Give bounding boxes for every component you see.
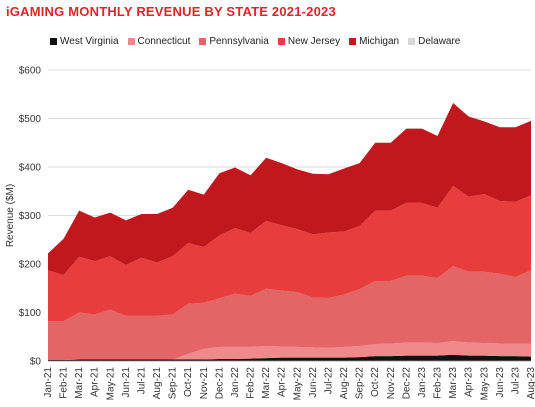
x-tick-label: Jun-22 [308,367,319,398]
x-tick-label: Dec-21 [214,367,225,400]
legend-item-michigan: Michigan [349,36,399,47]
legend-label: Connecticut [137,36,191,47]
x-tick-label: Jan-23 [417,367,428,398]
x-tick-label: Aug-22 [339,367,350,400]
x-tick-label: Jan-22 [230,367,241,398]
x-tick-label: Sep-21 [168,367,179,400]
x-tick-label: May-22 [292,367,303,401]
x-tick-label: Sep-22 [355,367,366,400]
x-tick-label: May-21 [105,367,116,401]
y-axis-label: Revenue ($M) [5,184,16,247]
x-tick-label: Jan-21 [43,367,54,398]
y-tick-label: $500 [19,114,42,125]
x-tick-label: Nov-22 [386,367,397,400]
x-tick-label: Apr-22 [277,367,288,397]
x-tick-label: Jul-23 [510,367,521,395]
legend-swatch [277,38,285,45]
x-tick-label: Apr-23 [464,367,475,397]
legend-item-pennsylvania: Pennsylvania [199,36,269,47]
legend-label: Delaware [418,36,461,47]
area-series-connecticut [48,341,531,361]
area-series-michigan [48,102,531,276]
x-tick-label: Oct-21 [183,367,194,397]
x-tick-label: Feb-23 [433,367,444,399]
legend-swatch [127,38,135,45]
x-tick-label: Mar-22 [261,367,272,399]
legend-label: New Jersey [287,36,341,47]
x-tick-label: May-23 [479,367,490,401]
legend-label: Michigan [359,36,400,47]
legend-swatch [199,38,207,45]
x-tick-label: Dec-22 [401,367,412,400]
area-series-new-jersey [48,185,531,322]
y-tick-label: $300 [19,211,42,222]
chart-title: iGAMING MONTHLY REVENUE BY STATE 2021-20… [6,4,336,19]
y-tick-label: $400 [19,163,42,174]
legend-label: West Virginia [60,36,119,47]
y-tick-label: $100 [19,308,42,319]
y-tick-label: $200 [19,260,42,271]
x-tick-label: Jun-23 [495,367,506,398]
x-tick-label: Feb-21 [59,367,70,399]
y-tick-label: $600 [19,66,42,77]
x-tick-label: Mar-23 [448,367,459,399]
x-tick-label: Oct-22 [370,367,381,397]
x-tick-label: Aug-21 [152,367,163,400]
x-tick-label: Nov-21 [199,367,210,400]
chart-legend: West Virginia Connecticut Pennsylvania New … [50,36,460,47]
legend-swatch [408,38,416,45]
legend-item-new-jersey: New Jersey [277,36,341,47]
legend-swatch [50,38,57,45]
legend-item-delaware: Delaware [408,36,460,47]
y-tick-label: $0 [30,357,42,368]
x-tick-label: Jul-22 [323,367,334,395]
x-tick-label: Feb-22 [246,367,257,399]
x-tick-label: Jun-21 [121,367,132,398]
legend-swatch [349,38,357,45]
x-tick-label: Aug-23 [526,367,535,400]
area-series-west-virginia [48,354,531,361]
area-series-pennsylvania [48,265,531,361]
x-tick-label: Mar-21 [74,367,85,399]
x-tick-label: Apr-21 [90,367,101,397]
legend-item-connecticut: Connecticut [127,36,191,47]
legend-item-west-virginia: West Virginia [50,36,119,47]
x-tick-label: Jul-21 [136,367,147,395]
legend-label: Pennsylvania [209,36,269,47]
